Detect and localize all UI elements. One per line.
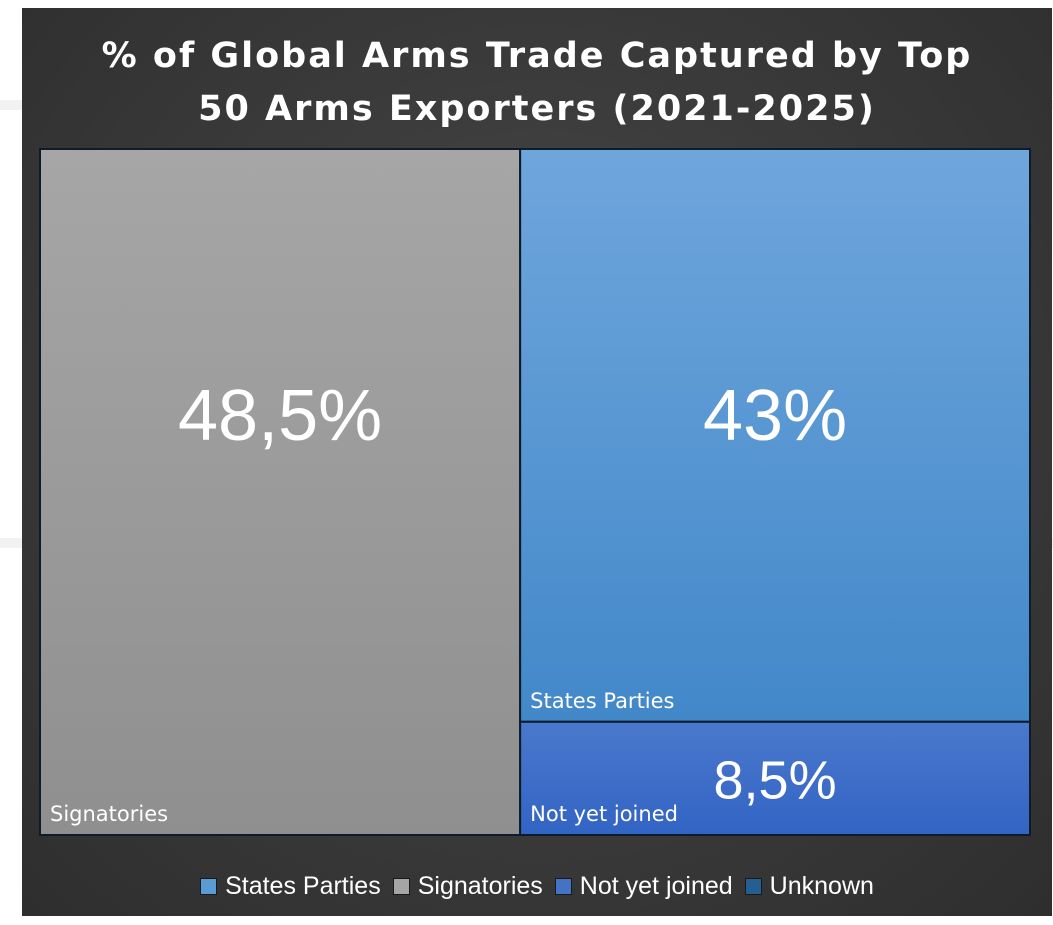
treemap-tile-not-yet-joined (519, 720, 1031, 836)
treemap-category-label-states-parties: States Parties (530, 689, 674, 713)
treemap-chart: Signatories 48,5% States Parties 43% Not yet… (39, 148, 1031, 836)
treemap-tile-signatories (39, 148, 522, 836)
legend-item-signatories: Signatories (392, 872, 543, 901)
chart-title-line-2: 50 Arms Exporters (2021-2025) (198, 89, 876, 129)
treemap-category-label-not-yet-joined: Not yet joined (530, 802, 678, 826)
legend-item-not-yet-joined: Not yet joined (554, 872, 733, 901)
legend-label-not-yet-joined: Not yet joined (579, 872, 733, 900)
treemap-value-label-not-yet-joined: 8,5% (714, 750, 837, 810)
treemap-value-label-signatories: 48,5% (178, 376, 382, 456)
legend-swatch-states-parties (200, 878, 218, 895)
chart-panel: % of Global Arms Trade Captured by Top 5… (22, 8, 1052, 916)
legend-label-signatories: Signatories (417, 872, 543, 900)
treemap-tile-states-parties (519, 148, 1031, 723)
treemap-value-label-states-parties: 43% (703, 376, 847, 456)
legend-label-states-parties: States Parties (225, 872, 381, 900)
treemap-category-label-signatories: Signatories (50, 802, 168, 826)
chart-title: % of Global Arms Trade Captured by Top 5… (22, 30, 1052, 136)
legend-swatch-not-yet-joined (554, 878, 572, 895)
chart-title-line-1: % of Global Arms Trade Captured by Top (101, 36, 973, 76)
chart-legend: States Parties Signatories Not yet joined U… (22, 872, 1052, 901)
legend-label-unknown: Unknown (769, 872, 874, 900)
legend-swatch-unknown (744, 878, 762, 895)
legend-item-states-parties: States Parties (200, 872, 381, 901)
legend-item-unknown: Unknown (744, 872, 874, 901)
legend-swatch-signatories (392, 878, 410, 895)
